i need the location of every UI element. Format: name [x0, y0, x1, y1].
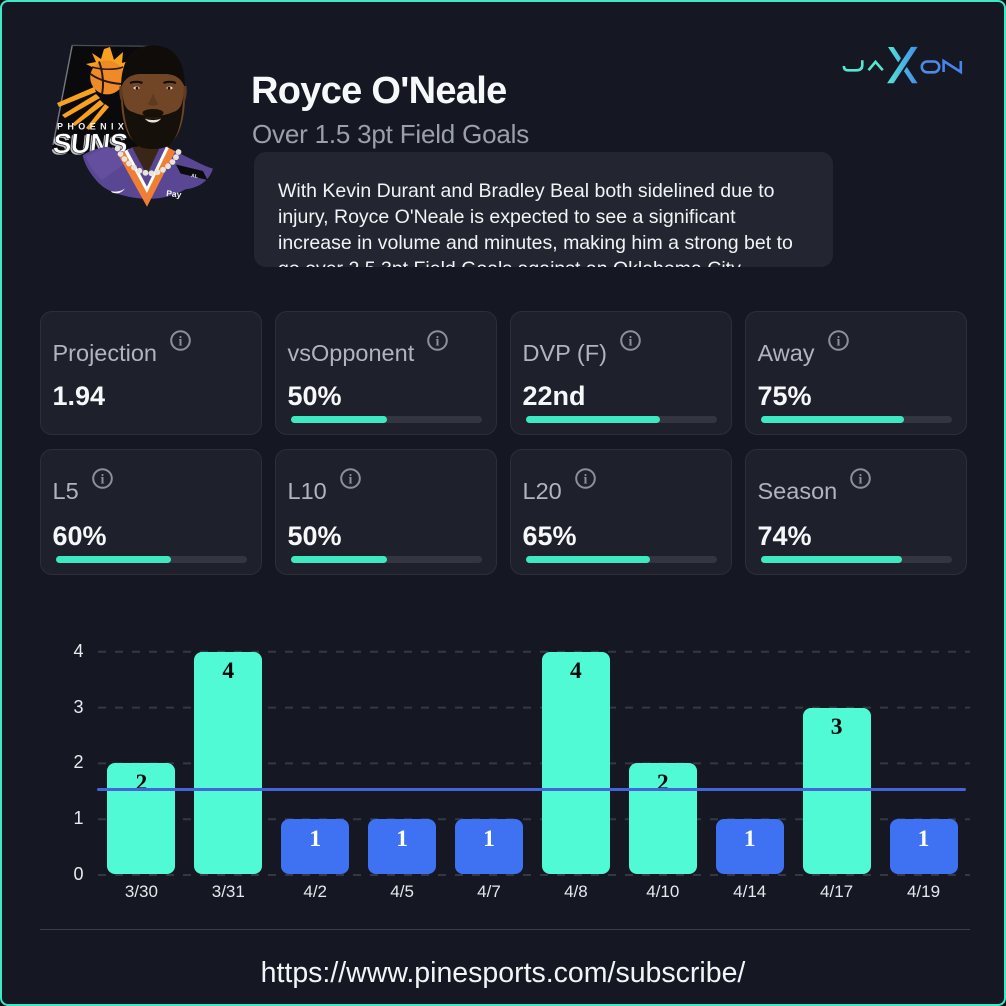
svg-text:i: i [348, 473, 352, 488]
svg-text:i: i [836, 335, 840, 350]
svg-text:i: i [859, 473, 863, 488]
svg-text:PHOENIX: PHOENIX [57, 122, 128, 132]
svg-text:Pay: Pay [166, 188, 182, 200]
svg-text:AL: AL [191, 173, 198, 180]
svg-text:i: i [436, 335, 440, 350]
svg-text:i: i [583, 473, 587, 488]
svg-text:i: i [628, 335, 632, 350]
svg-text:i: i [100, 473, 104, 488]
svg-text:i: i [179, 335, 183, 350]
